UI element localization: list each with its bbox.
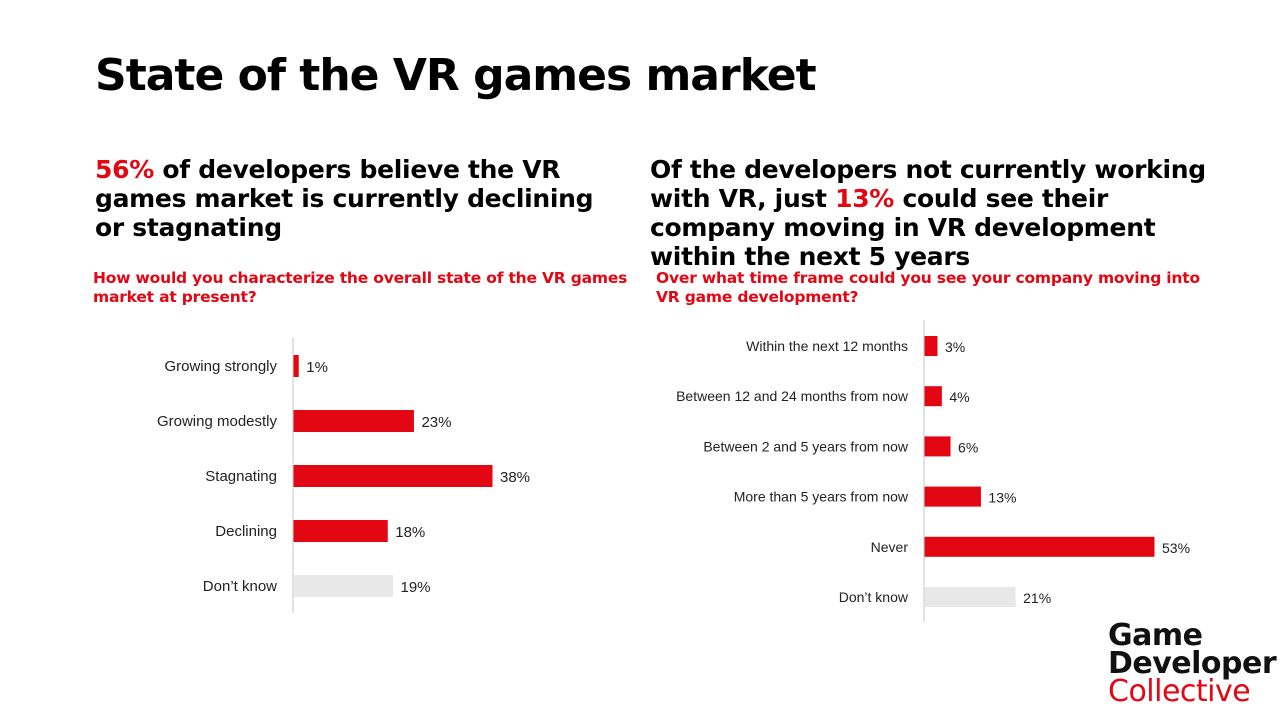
data-label: 21% [1023, 590, 1051, 606]
bar [293, 575, 393, 597]
category-label: Don’t know [839, 589, 909, 605]
category-label: Within the next 12 months [746, 338, 908, 354]
data-label: 1% [306, 359, 328, 376]
category-label: Stagnating [205, 468, 277, 485]
bar [924, 336, 938, 356]
logo-line: Developer [1108, 646, 1277, 681]
headline-text: Of the developers not currently working … [650, 155, 1206, 213]
left-headline: 56% of developers believe the VR games m… [95, 155, 595, 242]
bar [924, 486, 981, 507]
data-label: 38% [500, 469, 530, 486]
left-question: How would you characterize the overall s… [93, 269, 628, 306]
logo-line: Collective [1108, 674, 1251, 709]
category-label: Between 12 and 24 months from now [676, 388, 909, 404]
category-label: More than 5 years from now [734, 489, 909, 505]
bar [293, 465, 493, 487]
data-label: 18% [395, 524, 425, 541]
bar [924, 536, 1155, 557]
data-label: 4% [949, 389, 969, 405]
data-label: 3% [945, 339, 965, 355]
bar [293, 355, 299, 377]
category-label: Growing modestly [157, 413, 278, 430]
category-label: Between 2 and 5 years from now [703, 438, 909, 454]
bar [924, 436, 951, 457]
bar [924, 386, 942, 407]
headline-text: could see their company moving in VR dev… [650, 184, 1156, 271]
category-label: Don’t know [203, 578, 277, 595]
headline-highlight: 13% [835, 184, 895, 213]
data-label: 23% [421, 414, 451, 431]
data-label: 13% [988, 490, 1016, 506]
category-label: Declining [215, 523, 277, 540]
category-label: Growing strongly [164, 358, 277, 375]
bar [293, 520, 388, 542]
game-developer-collective-logo: Game Developer Collective [1108, 618, 1277, 709]
category-label: Never [871, 539, 909, 555]
data-label: 53% [1162, 540, 1190, 556]
data-label: 19% [401, 579, 431, 596]
right-headline: Of the developers not currently working … [650, 155, 1240, 271]
bar [924, 587, 1016, 607]
page-title: State of the VR games market [95, 50, 817, 101]
right-question: Over what time frame could you see your … [656, 269, 1200, 306]
headline-text: of developers believe the VR games marke… [95, 155, 594, 242]
data-label: 6% [958, 439, 978, 455]
logo-line: Game [1108, 618, 1203, 653]
headline-highlight: 56% [95, 155, 154, 184]
bar [293, 410, 414, 432]
